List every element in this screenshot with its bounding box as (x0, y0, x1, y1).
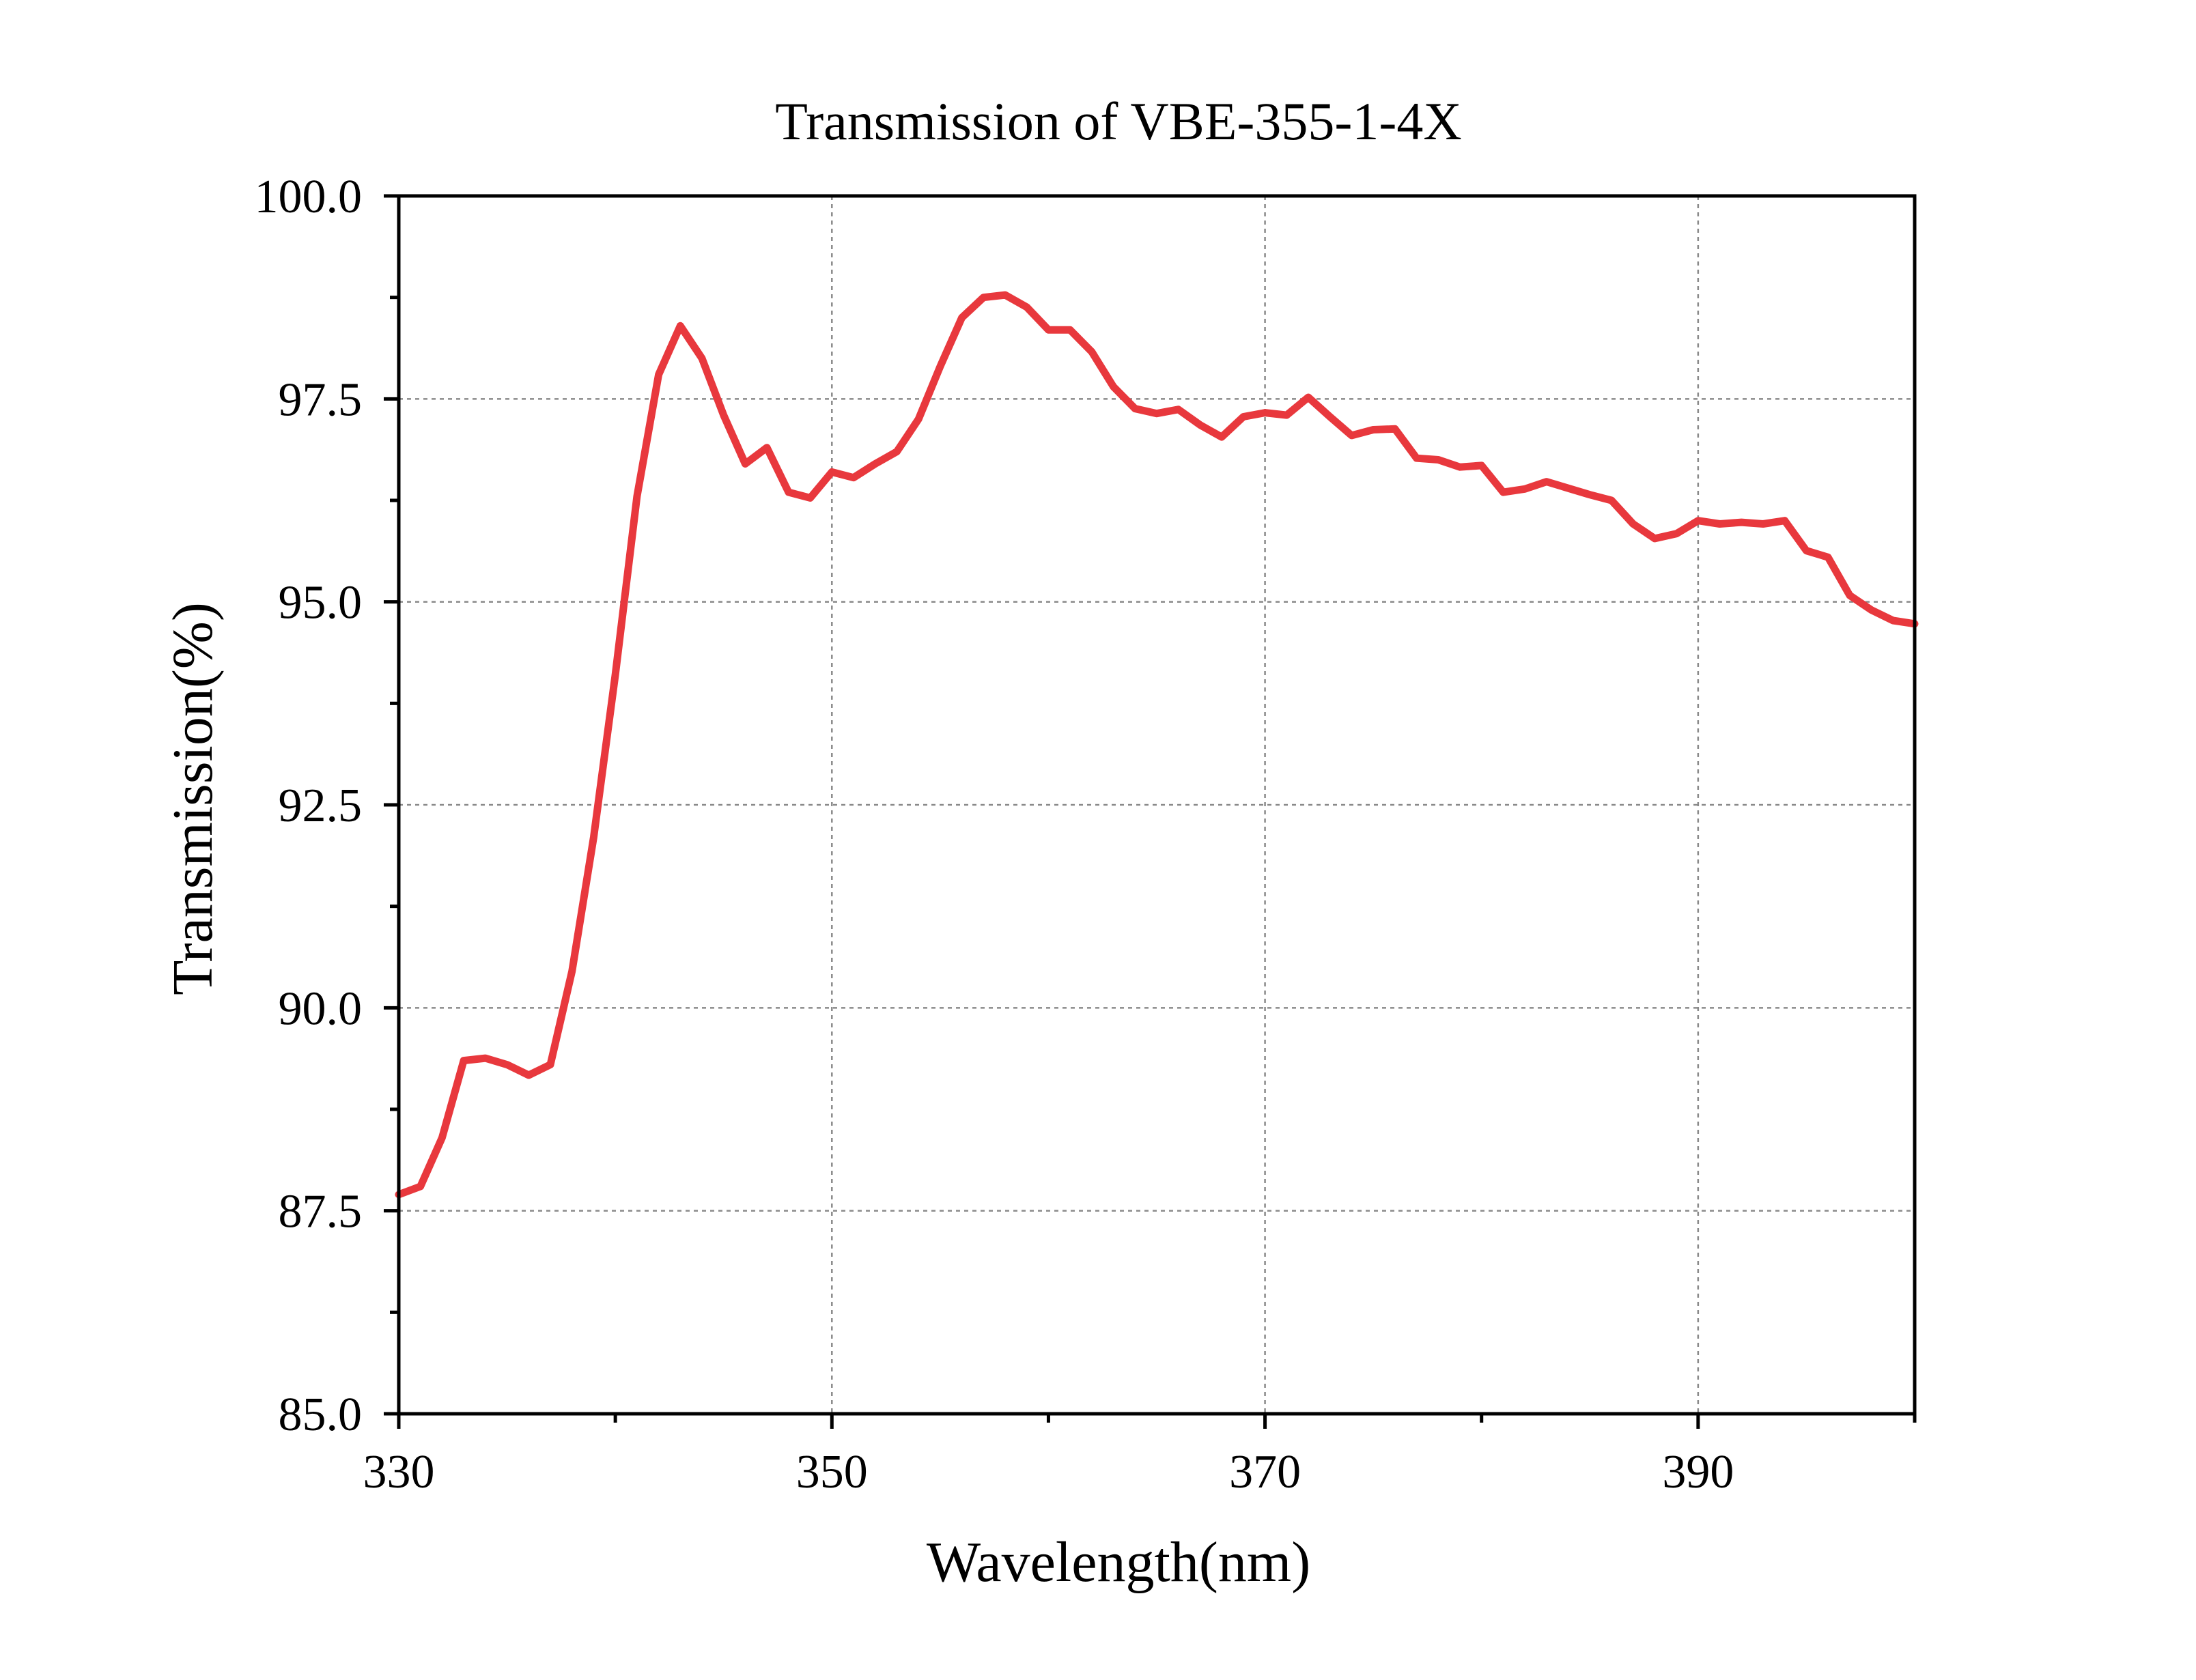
chart-title: Transmission of VBE-355-1-4X (775, 91, 1461, 151)
x-tick-label: 350 (796, 1446, 868, 1498)
x-axis-label: Wavelength(nm) (927, 1530, 1310, 1594)
y-tick-label: 95.0 (279, 577, 363, 629)
x-tick-label: 330 (363, 1446, 435, 1498)
data-series-line (395, 291, 1919, 1199)
plot-area (395, 291, 1919, 1199)
y-axis-label: Transmission(%) (161, 602, 225, 995)
x-tick-label: 370 (1229, 1446, 1301, 1498)
y-tick-label: 87.5 (279, 1186, 363, 1238)
axes: 330 350 370 390 85.0 87.5 90.0 92.5 95.0 97.5 100.… (255, 171, 1917, 1498)
grid (399, 196, 1915, 1414)
y-tick-label: 100.0 (255, 171, 363, 223)
x-tick-label: 390 (1662, 1446, 1734, 1498)
y-tick-label: 85.0 (279, 1389, 363, 1441)
y-tick-label: 92.5 (279, 780, 363, 832)
y-tick-label: 90.0 (279, 982, 363, 1035)
y-tick-label: 97.5 (279, 373, 363, 426)
labels: Transmission of VBE-355-1-4X Wavelength(… (161, 91, 1462, 1594)
